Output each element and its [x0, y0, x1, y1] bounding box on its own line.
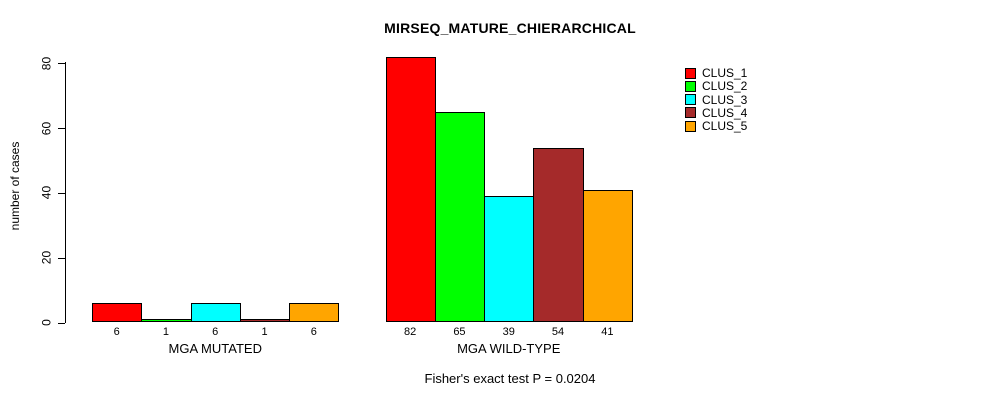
legend-label: CLUS_1	[702, 66, 748, 80]
bar	[533, 147, 584, 323]
y-tick	[58, 322, 65, 324]
y-tick	[58, 192, 65, 194]
legend-swatch	[685, 94, 696, 105]
bar	[239, 319, 291, 323]
bar	[141, 319, 192, 323]
bar	[190, 303, 241, 323]
legend-swatch	[685, 80, 696, 92]
y-tick-label: 0	[39, 319, 54, 326]
bar-value-label: 1	[261, 326, 268, 338]
y-tick-label: 80	[39, 56, 54, 70]
y-tick-label: 20	[39, 251, 54, 265]
bar-value-label: 65	[453, 326, 466, 338]
legend-label: CLUS_2	[702, 79, 748, 94]
bar	[434, 111, 486, 323]
legend-swatch	[685, 107, 696, 119]
bar	[289, 303, 340, 323]
bar	[92, 303, 143, 323]
y-axis-line	[65, 62, 66, 323]
bar	[484, 196, 535, 323]
legend-item: CLUS_2	[685, 80, 747, 92]
legend-item: CLUS_1	[685, 67, 747, 79]
legend-label: CLUS_3	[702, 92, 748, 107]
y-axis-title: number of cases	[8, 141, 22, 231]
group-label: MGA WILD-TYPE	[457, 341, 561, 356]
bar	[582, 189, 633, 323]
annotation-text: Fisher's exact test P = 0.0204	[424, 371, 596, 386]
legend-swatch	[685, 120, 696, 132]
bar-value-label: 6	[113, 326, 120, 338]
chart-title: MIRSEQ_MATURE_CHIERARCHICAL	[384, 20, 636, 36]
bar-value-label: 6	[212, 326, 219, 338]
legend-item: CLUS_4	[685, 107, 747, 119]
bar-value-label: 6	[310, 326, 317, 338]
bar-value-label: 41	[601, 326, 614, 338]
bar	[385, 56, 436, 323]
legend-label: CLUS_5	[702, 119, 748, 133]
y-tick	[58, 128, 65, 130]
legend-item: CLUS_3	[685, 94, 747, 106]
group-label: MGA MUTATED	[168, 341, 262, 356]
legend-item: CLUS_5	[685, 120, 747, 132]
y-tick-label: 60	[39, 121, 54, 135]
y-tick	[58, 257, 65, 259]
legend-swatch	[685, 67, 696, 79]
y-tick-label: 40	[39, 186, 54, 200]
legend-label: CLUS_4	[702, 105, 748, 120]
bar-value-label: 39	[502, 326, 515, 338]
bar-value-label: 54	[551, 326, 565, 338]
bar-value-label: 1	[162, 326, 169, 338]
y-tick	[58, 63, 65, 65]
bar-value-label: 82	[404, 326, 417, 338]
